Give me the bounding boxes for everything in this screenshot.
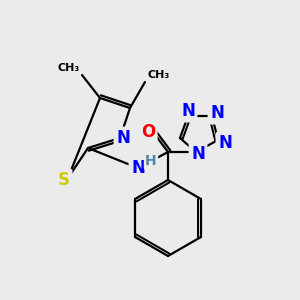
Text: O: O (141, 123, 155, 141)
Text: N: N (210, 104, 224, 122)
Text: CH₃: CH₃ (58, 63, 80, 73)
Text: S: S (58, 171, 70, 189)
Text: CH₃: CH₃ (147, 70, 169, 80)
Text: N: N (181, 102, 195, 120)
Text: N: N (131, 159, 145, 177)
Text: N: N (218, 134, 232, 152)
Text: N: N (116, 129, 130, 147)
Text: N: N (191, 145, 205, 163)
Text: H: H (145, 154, 157, 168)
